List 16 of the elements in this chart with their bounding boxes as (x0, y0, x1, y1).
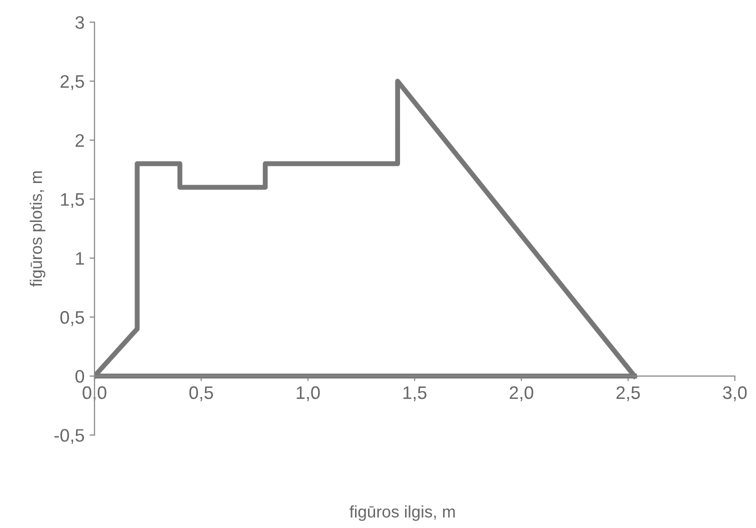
x-tick-label: 1,5 (403, 386, 426, 402)
x-tick-label: 0,5 (189, 386, 214, 402)
y-tick-label: 1,5 (61, 193, 84, 208)
y-tick-label: 0 (75, 370, 84, 383)
y-tick-label: 2 (76, 134, 84, 147)
y-tick-label: 1 (76, 252, 84, 265)
x-tick-label: 2,5 (616, 386, 640, 402)
y-axis-title: figūros plotis, m (30, 171, 46, 287)
x-tick-label: 1,0 (296, 386, 320, 402)
y-tick-label: 2,5 (60, 75, 84, 90)
y-tick-label: -0,5 (54, 429, 84, 444)
y-tick-label: 0,5 (60, 311, 84, 326)
y-tick-label: 3 (75, 16, 84, 29)
x-tick-label: 2,0 (510, 386, 534, 402)
x-tick-label: 3,0 (722, 386, 747, 402)
x-axis-title: figūros ilgis, m (350, 505, 455, 521)
